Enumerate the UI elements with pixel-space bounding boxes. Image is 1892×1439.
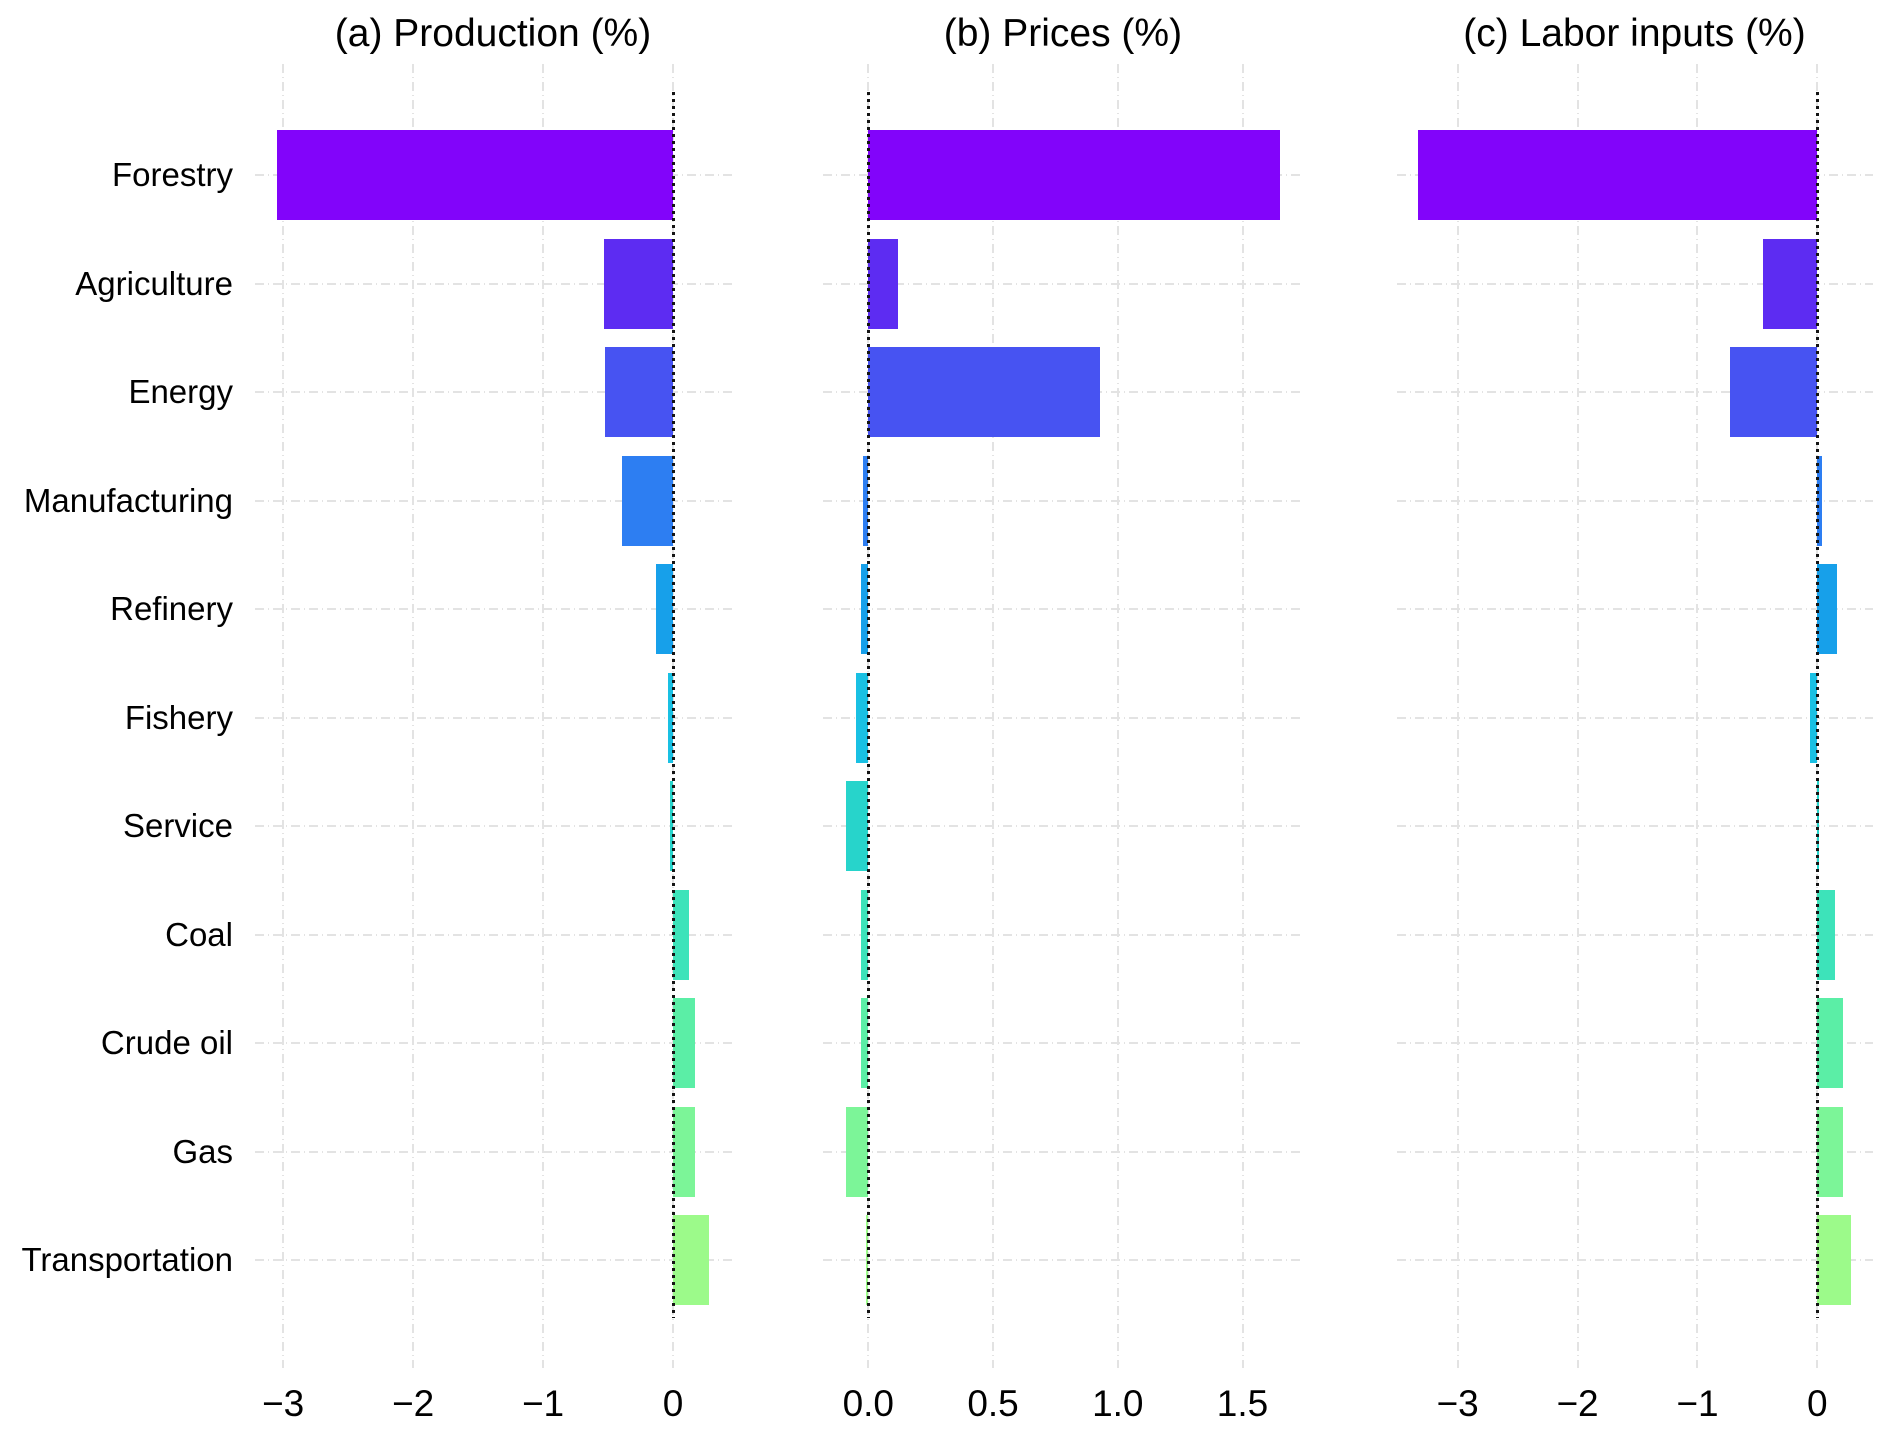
h-gridline-b-manufacturing	[823, 499, 1303, 502]
h-gridline-b-coal	[823, 933, 1303, 936]
bar-c-agriculture	[1763, 238, 1818, 329]
bar-b-coal	[860, 889, 869, 980]
h-gridline-b-agriculture	[823, 282, 1303, 285]
h-gridline-a-gas	[254, 1150, 732, 1153]
bar-b-gas	[845, 1106, 869, 1197]
bar-a-manufacturing	[622, 455, 673, 546]
panel-b-title: (b) Prices (%)	[943, 12, 1183, 55]
h-gridline-a-fishery	[254, 716, 732, 719]
h-gridline-a-service	[254, 825, 732, 827]
h-gridline-c-energy	[1396, 391, 1873, 393]
bar-c-fishery	[1810, 672, 1818, 763]
v-gridline-a--2	[412, 64, 415, 1368]
bar-c-energy	[1729, 347, 1818, 437]
zero-line-c	[1815, 92, 1819, 1318]
x-tick-label-b-2: 1.0	[1092, 1383, 1144, 1424]
h-gridline-b-fishery	[823, 716, 1303, 719]
h-gridline-a-coal	[254, 933, 732, 936]
x-tick-label-b-3: 1.5	[1216, 1383, 1269, 1424]
x-tick-label-c-1: −2	[1556, 1383, 1599, 1424]
bar-c-coal	[1817, 889, 1836, 980]
bar-c-refinery	[1817, 564, 1837, 654]
category-label-refinery: Refinery	[110, 590, 233, 627]
h-gridline-c-crude-oil	[1396, 1042, 1873, 1044]
x-tick-label-c-2: −1	[1676, 1383, 1719, 1424]
bar-a-transportation	[673, 1215, 710, 1305]
h-gridline-b-refinery	[823, 608, 1303, 610]
h-gridline-c-coal	[1396, 933, 1873, 936]
x-tick-label-a-0: −3	[262, 1383, 305, 1424]
v-gridline-a--1	[542, 64, 545, 1368]
x-tick-label-b-1: 0.5	[967, 1383, 1019, 1424]
v-gridline-a--3	[282, 64, 285, 1368]
bar-c-forestry	[1418, 130, 1818, 220]
category-label-energy: Energy	[128, 373, 233, 410]
category-label-forestry: Forestry	[111, 156, 233, 193]
v-gridline-b-1.5	[1241, 64, 1244, 1368]
h-gridline-a-refinery	[254, 608, 732, 610]
bar-b-service	[845, 781, 869, 871]
h-gridline-b-crude-oil	[823, 1042, 1303, 1044]
h-gridline-c-service	[1396, 825, 1873, 827]
zero-line-b	[866, 92, 870, 1318]
v-gridline-c--2	[1576, 64, 1579, 1368]
bar-a-energy	[605, 347, 673, 437]
h-gridline-a-agriculture	[254, 282, 732, 285]
category-label-service: Service	[122, 807, 233, 844]
bar-a-crude-oil	[673, 998, 696, 1088]
category-label-fishery: Fishery	[124, 698, 233, 736]
h-gridline-c-gas	[1396, 1150, 1873, 1153]
zero-line-a	[671, 92, 675, 1318]
h-gridline-b-gas	[823, 1150, 1303, 1153]
h-gridline-c-fishery	[1396, 716, 1873, 719]
bar-a-gas	[673, 1106, 696, 1197]
h-gridline-b-transportation	[823, 1259, 1303, 1261]
bar-a-forestry	[276, 130, 673, 220]
x-tick-label-c-0: −3	[1436, 1383, 1479, 1424]
bar-a-fishery	[667, 672, 673, 763]
v-gridline-b-0.5	[992, 64, 995, 1368]
bar-b-fishery	[855, 672, 869, 763]
v-gridline-c--3	[1456, 64, 1459, 1368]
x-tick-label-a-2: −1	[521, 1383, 565, 1424]
bar-c-gas	[1817, 1106, 1843, 1197]
x-tick-label-a-3: 0	[662, 1383, 684, 1424]
bar-a-agriculture	[604, 238, 673, 329]
x-tick-label-c-3: 0	[1807, 1383, 1828, 1424]
h-gridline-c-manufacturing	[1396, 499, 1873, 502]
h-gridline-c-agriculture	[1396, 282, 1873, 285]
v-gridline-b-1	[1116, 64, 1119, 1368]
h-gridline-b-service	[823, 825, 1303, 827]
bar-b-forestry	[868, 130, 1280, 220]
bar-b-energy	[868, 347, 1101, 437]
bar-c-crude-oil	[1817, 998, 1843, 1088]
v-gridline-c--1	[1696, 64, 1699, 1368]
bar-c-transportation	[1817, 1215, 1851, 1305]
h-gridline-a-crude-oil	[254, 1042, 732, 1044]
bar-b-refinery	[860, 564, 869, 654]
h-gridline-c-refinery	[1396, 608, 1873, 610]
category-label-manufacturing: Manufacturing	[23, 481, 233, 519]
category-label-gas: Gas	[172, 1132, 233, 1170]
h-gridline-a-transportation	[254, 1259, 732, 1261]
bar-c-manufacturing	[1817, 455, 1823, 546]
h-gridline-a-energy	[254, 391, 732, 393]
panel-c-title: (c) Labor inputs (%)	[1463, 12, 1806, 55]
category-label-transportation: Transportation	[21, 1241, 233, 1278]
h-gridline-c-transportation	[1396, 1259, 1873, 1261]
x-tick-label-a-1: −2	[391, 1383, 435, 1424]
x-tick-label-b-0: 0.0	[842, 1383, 895, 1424]
category-label-crude-oil: Crude oil	[100, 1024, 233, 1061]
category-label-coal: Coal	[165, 915, 233, 953]
bar-b-crude-oil	[860, 998, 869, 1088]
h-gridline-a-manufacturing	[254, 499, 732, 502]
bar-a-coal	[673, 889, 689, 980]
category-label-agriculture: Agriculture	[75, 264, 233, 302]
panel-a-title: (a) Production (%)	[334, 12, 652, 55]
bar-b-manufacturing	[863, 455, 869, 546]
bar-a-refinery	[656, 564, 673, 654]
bar-b-agriculture	[868, 238, 899, 329]
